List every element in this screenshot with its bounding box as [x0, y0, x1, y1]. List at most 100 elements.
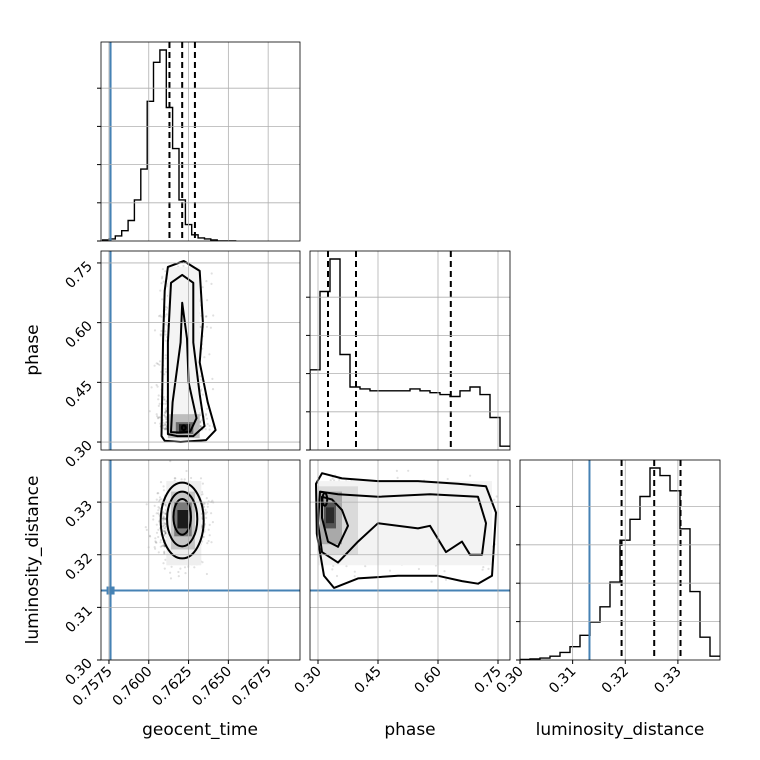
sample-point [163, 516, 166, 519]
sample-point [162, 424, 165, 427]
sample-point [164, 409, 168, 412]
sample-point [202, 502, 205, 505]
sample-point [201, 393, 204, 396]
sample-point [157, 512, 160, 515]
sample-point [163, 422, 166, 426]
sample-point [208, 428, 211, 431]
sample-point [158, 363, 161, 366]
sample-point [159, 334, 162, 337]
sample-point [331, 568, 334, 571]
sample-point [204, 512, 207, 515]
sample-point [163, 533, 166, 536]
y-tick-label-phase: 0.45 [62, 378, 95, 411]
sample-point [162, 519, 165, 522]
sample-point [206, 502, 209, 505]
sample-point [158, 315, 161, 318]
sample-point [159, 289, 162, 292]
sample-point [201, 286, 204, 289]
sample-point [163, 567, 166, 570]
sample-point [208, 424, 211, 427]
y-tick-label-phase: 0.60 [62, 318, 95, 351]
sample-point [158, 507, 161, 510]
sample-point [184, 572, 187, 575]
x-tick-label-geocent_time: 0.7675 [229, 664, 275, 710]
sample-point [163, 428, 166, 431]
sample-point [163, 517, 166, 521]
contour-inner [321, 495, 349, 548]
sample-point [205, 497, 208, 500]
sample-point [205, 325, 209, 328]
sample-point [157, 520, 161, 523]
sample-point [164, 426, 167, 429]
sample-point [164, 357, 167, 360]
sample-point [164, 367, 167, 371]
sample-point [164, 558, 167, 561]
sample-point [443, 570, 446, 573]
sample-point [211, 521, 214, 524]
sample-point [162, 510, 165, 514]
sample-point [157, 492, 160, 495]
sample-point [164, 270, 167, 273]
contour-core [180, 424, 187, 432]
sample-point [161, 525, 164, 528]
sample-point [158, 416, 161, 419]
sample-point [144, 526, 147, 529]
sample-point [174, 477, 177, 480]
sample-point [208, 353, 211, 356]
sample-point [430, 580, 433, 583]
sample-point [162, 515, 165, 518]
sample-point [164, 531, 167, 534]
histogram-luminosity-distance [520, 467, 720, 660]
sample-point [160, 282, 163, 285]
sample-point [493, 498, 496, 501]
sample-point [157, 551, 160, 554]
y-tick-label-luminosity_distance: 0.31 [62, 603, 95, 636]
sample-point [164, 421, 167, 424]
sample-point [179, 567, 182, 570]
sample-point [162, 544, 165, 547]
sample-point [163, 530, 166, 533]
sample-point [177, 575, 180, 578]
contour-outer [315, 472, 497, 589]
sample-point [160, 498, 163, 501]
sample-point [335, 574, 339, 578]
sample-point [212, 314, 215, 317]
sample-point [161, 517, 164, 520]
sample-point [161, 522, 164, 525]
sample-point [201, 540, 204, 543]
sample-point [164, 427, 167, 430]
sample-point [161, 298, 164, 301]
sample-point [481, 568, 484, 571]
sample-point [158, 498, 161, 501]
contour-middle [317, 490, 487, 564]
x-tick-label-luminosity_distance: 0.33 [651, 664, 684, 697]
sample-point [200, 419, 203, 422]
sample-point [200, 378, 203, 381]
sample-point [180, 478, 183, 481]
sample-point [201, 561, 204, 564]
y-tick-label-luminosity_distance: 0.33 [62, 498, 95, 531]
sample-point [152, 518, 155, 521]
sample-point [163, 527, 166, 530]
sample-point [162, 489, 165, 492]
sample-point [155, 498, 158, 501]
sample-point [159, 333, 162, 336]
sample-point [155, 512, 158, 515]
sample-point [199, 477, 203, 480]
sample-point [164, 424, 167, 427]
sample-point [162, 421, 165, 424]
sample-point [183, 566, 187, 569]
sample-point [164, 354, 167, 357]
sample-point [164, 532, 167, 535]
sample-point [159, 481, 163, 484]
sample-point [160, 544, 164, 548]
x-tick-label-phase: 0.45 [351, 664, 384, 697]
sample-point [162, 398, 165, 401]
sample-point [164, 308, 167, 311]
sample-point [395, 469, 398, 472]
x-tick-label-geocent_time: 0.7625 [149, 664, 195, 710]
sample-point [353, 570, 356, 573]
x-axis-title-geocent_time: geocent_time [142, 720, 258, 740]
sample-point [164, 411, 167, 414]
x-tick-label-geocent_time: 0.7600 [110, 664, 156, 710]
